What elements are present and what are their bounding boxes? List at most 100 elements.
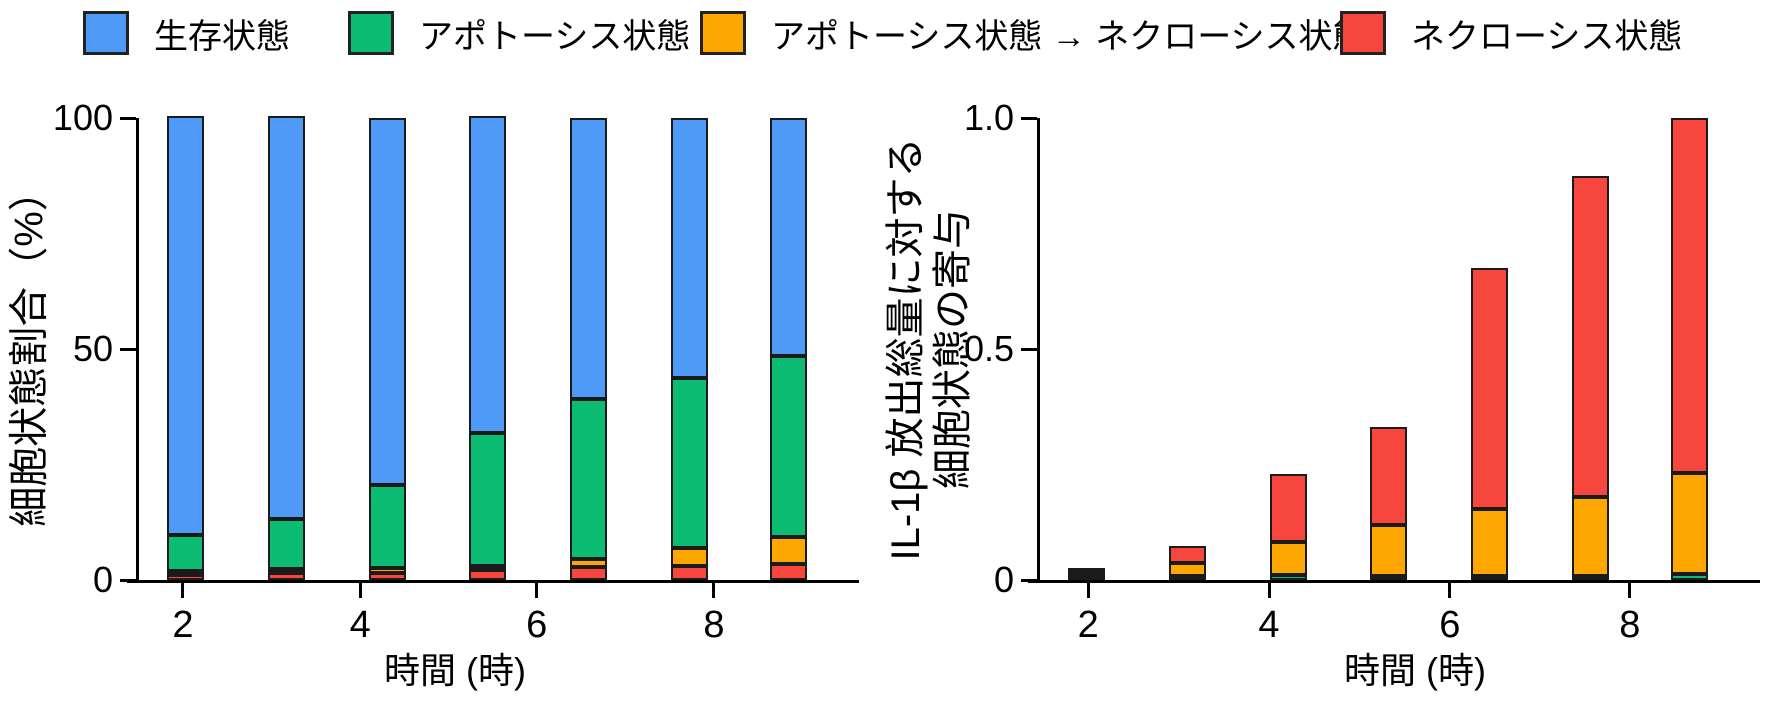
right-chart-y-axis-label-line1: IL-1β 放出総量に対する: [883, 137, 928, 561]
x-tick-mark: [1628, 583, 1632, 598]
stacked-bar-t7.7: [1571, 175, 1609, 580]
x-tick-label: 4: [349, 604, 371, 646]
apoptosis-swatch-icon: [348, 11, 394, 55]
y-tick-label: 100: [52, 97, 113, 138]
x-tick-label: 6: [1439, 604, 1461, 646]
bar-segment-orange: [1471, 509, 1508, 576]
x-tick-label: 8: [1619, 604, 1641, 646]
right-chart-x-axis: [1028, 580, 1760, 583]
y-tick-label: 0: [92, 559, 113, 600]
left-chart-plot-area: 0 50 100 2 4 6 8: [53, 97, 859, 646]
bar-segment-red: [1471, 267, 1508, 510]
bar-segment-red: [1670, 118, 1708, 473]
bar-segment-blue: [769, 118, 807, 356]
bar-segment-green: [670, 378, 708, 549]
y-tick-mark: [120, 347, 136, 351]
bar-segment-orange: [1670, 472, 1708, 575]
bar-segment-red: [1370, 427, 1408, 525]
legend-label: アポトーシス状態: [419, 17, 691, 56]
bar-segment-red: [167, 574, 205, 580]
bar-segment-green: [1269, 575, 1307, 580]
legend-label: 生存状態: [154, 17, 290, 56]
bar-segment-red: [469, 569, 507, 580]
bar-segment-red: [1571, 175, 1609, 497]
right-chart-x-axis-label: 時間 (時): [1344, 650, 1486, 691]
y-tick-label: 0.5: [963, 328, 1014, 369]
x-tick-mark: [181, 583, 185, 598]
bar-segment-orange: [167, 570, 205, 575]
bar-segment-green: [1068, 576, 1106, 580]
stacked-bar-t8.8: [769, 118, 807, 580]
stacked-bar-t2: [1068, 568, 1106, 580]
right-chart-y-axis: [1037, 118, 1040, 583]
bar-segment-orange: [1269, 542, 1307, 576]
x-tick-mark: [1086, 583, 1090, 598]
bar-segment-orange: [267, 569, 305, 574]
bar-segment-blue: [570, 118, 607, 400]
bar-segment-green: [267, 518, 305, 570]
legend-item-necrosis: ネクローシス状態: [1340, 8, 1682, 58]
right-chart-plot-area: 0 0.5 1.0 2 4 6 8: [964, 97, 1760, 646]
bar-segment-red: [1269, 474, 1307, 543]
legend-item-apoptosis: アポトーシス状態: [348, 8, 690, 58]
bar-segment-blue: [267, 115, 305, 519]
stacked-bar-t8.8: [1670, 118, 1708, 580]
bar-segment-orange: [469, 565, 507, 570]
left-chart-y-axis-label: 細胞状態割合（%）: [7, 171, 52, 527]
y-tick-mark: [120, 116, 136, 120]
bar-segment-blue: [368, 118, 406, 485]
x-tick-mark: [535, 583, 539, 598]
x-tick-label: 4: [1258, 604, 1280, 646]
stacked-bar-t2: [167, 115, 205, 580]
x-tick-label: 2: [172, 604, 194, 646]
y-tick-label: 1.0: [963, 97, 1014, 138]
x-tick-label: 6: [526, 604, 548, 646]
bar-segment-red: [1168, 545, 1206, 563]
legend-item-apoptosis-to-necrosis: アポトーシス状態 → ネクローシス状態: [700, 8, 1367, 58]
bar-segment-orange: [769, 536, 807, 564]
y-tick-label: 50: [72, 328, 113, 369]
bar-segment-red: [368, 572, 406, 580]
bar-segment-orange: [1571, 497, 1609, 576]
stacked-bar-t5.4: [469, 116, 507, 580]
legend-label: アポトーシス状態 → ネクローシス状態: [771, 17, 1367, 56]
bar-segment-green: [1670, 574, 1708, 580]
bar-segment-green: [1571, 576, 1609, 580]
bar-segment-orange: [570, 559, 607, 568]
bar-segment-green: [1168, 576, 1206, 580]
legend-item-survival: 生存状態: [83, 8, 290, 58]
bar-segment-orange: [1068, 572, 1106, 576]
stacked-bar-t6.6: [1471, 267, 1508, 580]
stacked-bar-t4.3: [368, 118, 406, 580]
y-tick-mark: [120, 578, 136, 582]
bar-segment-green: [769, 355, 807, 537]
bar-segment-green: [1471, 576, 1508, 580]
bar-segment-red: [267, 573, 305, 580]
left-chart-x-axis-label: 時間 (時): [384, 650, 526, 691]
bar-segment-green: [469, 432, 507, 566]
bar-segment-orange: [368, 568, 406, 573]
y-tick-mark: [1021, 578, 1037, 582]
bar-segment-green: [167, 534, 205, 571]
stacked-bar-t4.3: [1269, 474, 1307, 580]
necrosis-swatch-icon: [1340, 11, 1386, 55]
y-tick-label: 0: [993, 559, 1014, 600]
y-tick-mark: [1021, 347, 1037, 351]
bar-segment-blue: [167, 115, 205, 535]
x-tick-label: 8: [703, 604, 725, 646]
bar-segment-green: [368, 484, 406, 569]
stacked-bar-t7.7: [670, 118, 708, 580]
x-tick-mark: [358, 583, 362, 598]
bar-segment-blue: [670, 118, 708, 379]
x-tick-mark: [1267, 583, 1271, 598]
stacked-bar-t5.4: [1370, 427, 1408, 580]
bar-segment-red: [1068, 568, 1106, 572]
bar-segment-green: [1370, 576, 1408, 580]
bar-segment-orange: [1370, 524, 1408, 576]
y-tick-mark: [1021, 116, 1037, 120]
left-chart-y-axis: [136, 118, 139, 583]
bar-segment-red: [570, 567, 607, 580]
apoptosis-to-necrosis-swatch-icon: [700, 11, 746, 55]
bar-segment-red: [670, 566, 708, 580]
